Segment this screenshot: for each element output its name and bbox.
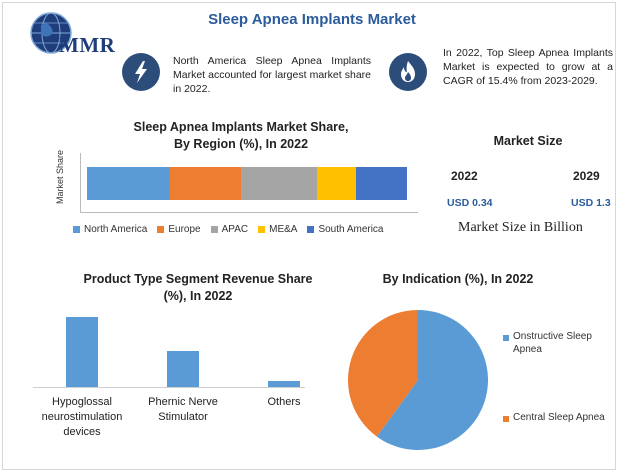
legend-label-europe: Europe	[168, 224, 201, 235]
product-chart-title: Product Type Segment Revenue Share (%), …	[63, 271, 333, 305]
legend-label-north-america: North America	[84, 224, 148, 235]
legend-item-europe: Europe	[157, 224, 201, 235]
pie-slice-2	[348, 310, 418, 437]
legend-item-mea: ME&A	[258, 224, 297, 235]
product-category-label-2-line-1: Phernic Nerve	[148, 396, 218, 408]
legend-label-south-america: South America	[318, 224, 384, 235]
region-chart-y-label: Market Share	[55, 149, 65, 205]
stack-segment-apac	[240, 167, 318, 200]
market-size-year-2029: 2029	[573, 169, 600, 183]
indication-chart-title: By Indication (%), In 2022	[382, 272, 534, 286]
product-category-label-2-line-2: Stimulator	[158, 411, 208, 423]
market-size-value-2022: USD 0.34	[447, 197, 493, 209]
pie-legend-obstructive: Onstructive Sleep Apnea	[513, 330, 592, 356]
market-size-title: Market Size	[493, 134, 563, 148]
info-text-cagr: In 2022, Top Sleep Apnea Implants Market…	[443, 47, 613, 87]
legend-swatch-apac	[210, 226, 218, 233]
stack-segment-south-america	[355, 167, 407, 200]
product-category-label-1-line-1: Hypoglossal	[52, 396, 112, 408]
region-legend: North America Europe APAC ME&A South Ame…	[73, 224, 384, 235]
product-bar-2	[167, 351, 199, 387]
pie-legend-obstructive-line-2: Apnea	[513, 344, 542, 355]
product-category-label-3: Others	[229, 395, 339, 410]
stack-segment-north-america	[87, 167, 171, 200]
region-chart-y-axis	[80, 153, 81, 213]
page-title: Sleep Apnea Implants Market	[208, 11, 416, 28]
pie-legend-central-line-1: Central Sleep Apnea	[513, 412, 605, 423]
flame-icon	[389, 53, 427, 91]
product-category-label-1: Hypoglossal neurostimulation devices	[27, 395, 137, 440]
globe-icon	[30, 12, 72, 54]
pie-legend-swatch-central	[503, 416, 509, 422]
market-size-year-2022: 2022	[451, 169, 478, 183]
product-bar-3	[268, 380, 300, 387]
legend-label-apac: APAC	[221, 224, 249, 235]
stack-segment-me-a	[317, 167, 356, 200]
info-text-north-america: North America Sleep Apnea Implants Marke…	[173, 55, 371, 95]
pie-legend-obstructive-line-1: Onstructive Sleep	[513, 331, 592, 342]
region-chart-x-axis	[80, 212, 418, 213]
product-chart-x-axis	[33, 387, 305, 388]
mmr-logo: MMR	[19, 9, 119, 59]
legend-swatch-south-america	[307, 226, 315, 233]
market-size-value-2029: USD 1.3	[571, 197, 611, 209]
market-size-caption: Market Size in Billion	[458, 220, 583, 235]
legend-swatch-north-america	[73, 226, 80, 233]
legend-item-north-america: North America	[73, 224, 147, 235]
pie-slice-1	[376, 310, 488, 450]
product-category-label-1-line-2: neurostimulation	[41, 411, 123, 423]
product-category-label-2: Phernic Nerve Stimulator	[128, 395, 238, 425]
legend-swatch-europe	[157, 226, 165, 233]
pie-legend-swatch-obstructive	[503, 335, 509, 341]
pie-legend-central: Central Sleep Apnea	[513, 411, 605, 424]
indication-pie	[348, 310, 488, 450]
lightning-icon	[122, 53, 160, 91]
product-category-label-1-line-3: devices	[63, 426, 101, 438]
product-bar-1	[66, 317, 98, 387]
stack-segment-europe	[170, 167, 241, 200]
legend-item-south-america: South America	[307, 224, 384, 235]
region-chart-title: Sleep Apnea Implants Market Share, By Re…	[91, 119, 391, 153]
logo-text: MMR	[59, 33, 116, 57]
legend-item-apac: APAC	[210, 224, 249, 235]
region-chart-title-line-1: Sleep Apnea Implants Market Share,	[133, 120, 349, 134]
product-chart-title-line-2: (%), In 2022	[163, 289, 233, 303]
product-category-label-3-line-1: Others	[267, 396, 301, 408]
product-chart-title-line-1: Product Type Segment Revenue Share	[83, 272, 313, 286]
legend-swatch-mea	[258, 226, 266, 233]
legend-label-mea: ME&A	[269, 224, 298, 235]
region-chart-title-line-2: By Region (%), In 2022	[173, 137, 309, 151]
